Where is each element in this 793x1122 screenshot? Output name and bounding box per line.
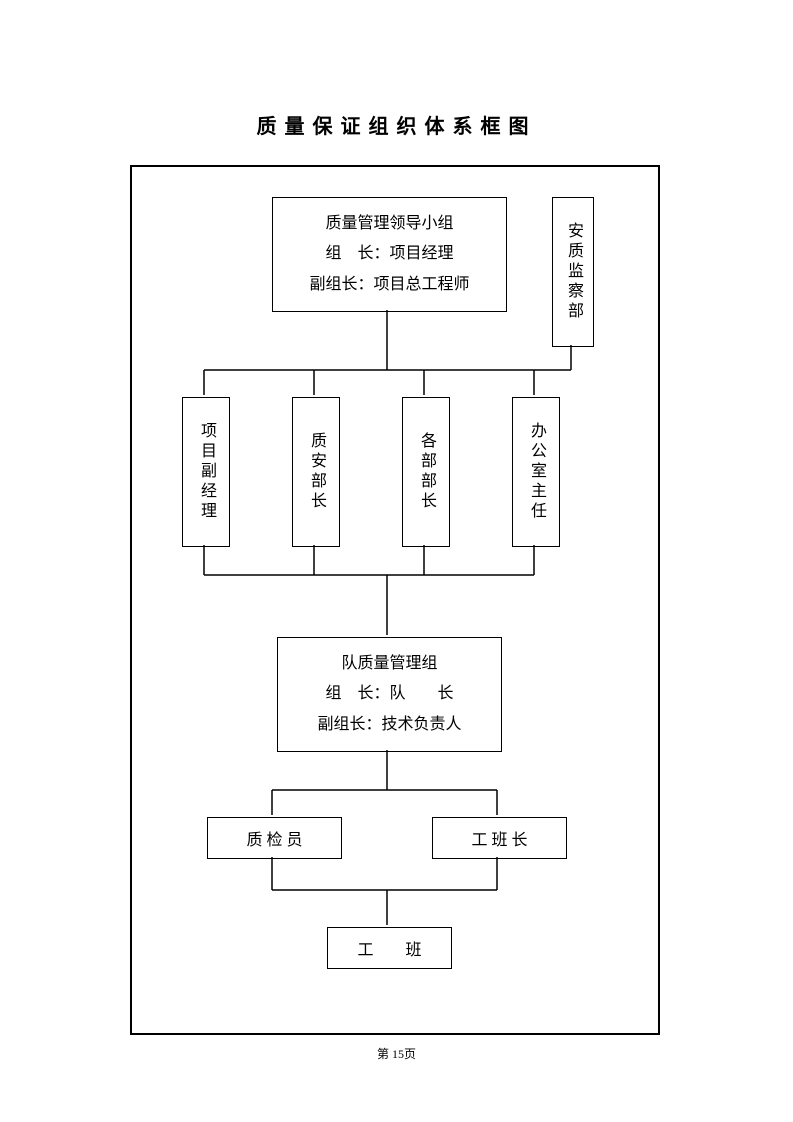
node-dept-4: 办公室主任 [512, 397, 560, 547]
node-dept-2: 质安部长 [292, 397, 340, 547]
node-team-group: 队质量管理组 组 长：队 长 副组长：技术负责人 [277, 637, 502, 752]
team-group-line1: 队质量管理组 [341, 649, 437, 679]
node-dept-1: 项目副经理 [182, 397, 230, 547]
node-top-group: 质量管理领导小组 组 长：项目经理 副组长：项目总工程师 [272, 197, 507, 312]
node-supervision: 安质监察部 [552, 197, 594, 347]
node-foreman: 工 班 长 [432, 817, 567, 859]
page-title: 质量保证组织体系框图 [0, 110, 793, 139]
top-group-line2: 组 长：项目经理 [325, 239, 453, 269]
diagram-frame: 质量管理领导小组 组 长：项目经理 副组长：项目总工程师 安质监察部 项目副经理… [130, 165, 660, 1035]
node-workteam: 工 班 [327, 927, 452, 969]
node-dept-3: 各部部长 [402, 397, 450, 547]
team-group-line2: 组 长：队 长 [325, 679, 453, 709]
team-group-line3: 副组长：技术负责人 [317, 710, 461, 740]
top-group-line3: 副组长：项目总工程师 [309, 270, 469, 300]
node-inspector: 质 检 员 [207, 817, 342, 859]
page-footer: 第 15页 [0, 1045, 793, 1062]
top-group-line1: 质量管理领导小组 [325, 209, 453, 239]
